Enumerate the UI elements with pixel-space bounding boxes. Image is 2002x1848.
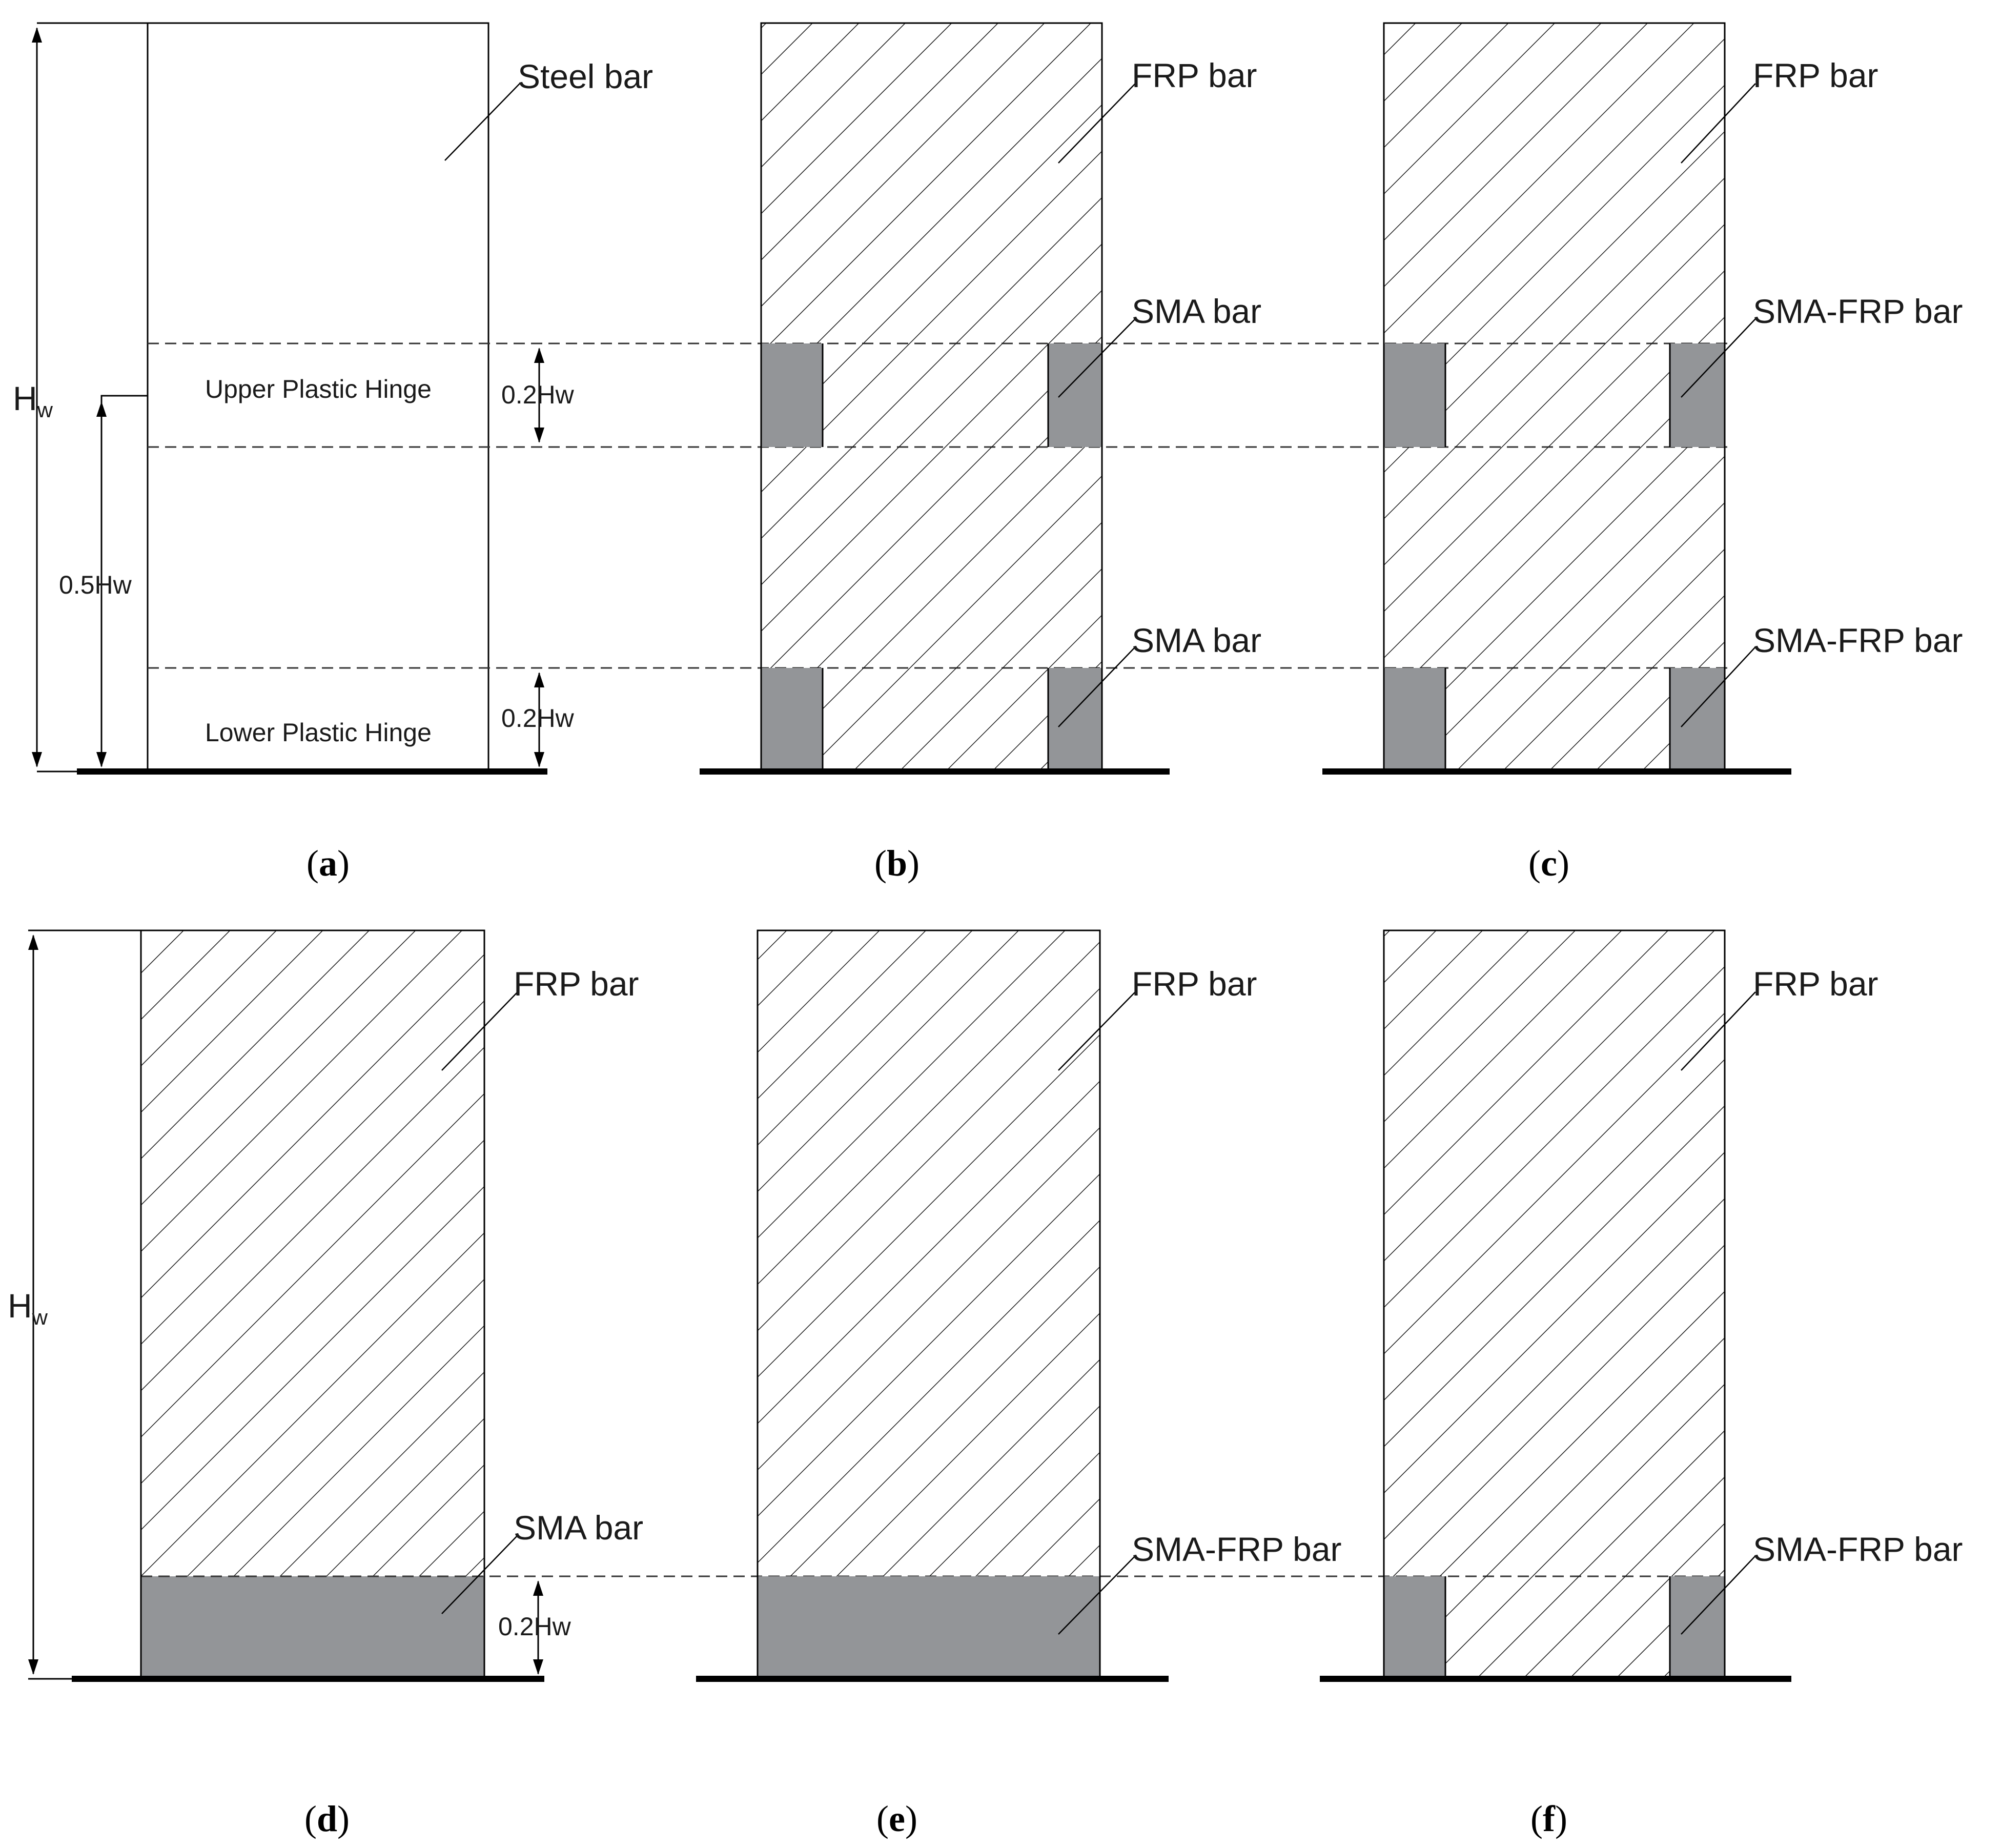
frp-label-b: FRP bar — [1132, 56, 1257, 94]
half-height-leader — [100, 395, 148, 402]
panel-c: FRP bar SMA-FRP bar SMA-FRP bar (c) — [1322, 22, 1963, 884]
sma-lower-right-b — [1048, 668, 1102, 771]
frp-leader-d — [441, 991, 518, 1071]
frp-wall-body-d — [141, 930, 484, 1679]
sma-base-d — [141, 1576, 484, 1679]
panel-e: FRP bar SMA-FRP bar (e) — [696, 929, 1342, 1839]
upper-hinge-label: Upper Plastic Hinge — [205, 375, 432, 403]
smafrp-label-f: SMA-FRP bar — [1753, 1530, 1963, 1568]
frp-leader-b — [1058, 83, 1136, 164]
smafrp-lower-right-c — [1670, 668, 1725, 771]
smafrp-upper-left-c — [1384, 343, 1445, 447]
steel-bar-label: Steel bar — [518, 57, 653, 95]
smafrp-upper-right-c — [1670, 343, 1725, 447]
smafrp-upper-leader-c — [1681, 318, 1756, 398]
hinge-dim-label-d: 0.2Hw — [498, 1612, 571, 1641]
smafrp-label-e: SMA-FRP bar — [1132, 1530, 1342, 1568]
frp-wall-body-e — [758, 930, 1100, 1679]
lower-hinge-dim-label: 0.2Hw — [501, 704, 575, 733]
height-label-a: Hw — [13, 379, 53, 422]
smafrp-lower-leader-c — [1681, 646, 1756, 727]
caption-d: (d) — [304, 1798, 350, 1839]
sma-upper-right-b — [1048, 343, 1102, 447]
frp-leader-c — [1681, 83, 1756, 164]
frp-leader-f — [1681, 991, 1756, 1071]
caption-f: (f) — [1530, 1798, 1567, 1839]
steel-leader — [444, 83, 521, 161]
smafrp-upper-label-c: SMA-FRP bar — [1753, 292, 1963, 330]
height-label-d: Hw — [8, 1287, 48, 1329]
frp-leader-e — [1058, 991, 1136, 1071]
lower-hinge-label: Lower Plastic Hinge — [205, 718, 432, 747]
sma-label-d: SMA bar — [514, 1509, 643, 1547]
caption-e: (e) — [876, 1798, 917, 1839]
upper-hinge-dim-label: 0.2Hw — [501, 380, 575, 409]
sma-upper-left-b — [761, 343, 823, 447]
caption-c: (c) — [1528, 843, 1569, 884]
smafrp-lower-label-c: SMA-FRP bar — [1753, 621, 1963, 659]
frp-label-c: FRP bar — [1753, 56, 1878, 94]
sma-leader-d — [441, 1535, 518, 1614]
sma-lower-label-b: SMA bar — [1132, 621, 1261, 659]
panel-f: FRP bar SMA-FRP bar (f) — [1320, 929, 1963, 1839]
sma-upper-leader-b — [1058, 318, 1136, 398]
smafrp-left-f — [1384, 1576, 1445, 1679]
panel-a: Hw 0.5Hw 0.2Hw 0.2Hw Upper Plastic Hinge… — [13, 22, 1727, 884]
frp-label-e: FRP bar — [1132, 965, 1257, 1003]
frp-wall-body-f — [1384, 930, 1725, 1679]
smafrp-right-f — [1670, 1576, 1725, 1679]
sma-lower-left-b — [761, 668, 823, 771]
smafrp-lower-left-c — [1384, 668, 1445, 771]
sma-upper-label-b: SMA bar — [1132, 292, 1261, 330]
sma-lower-leader-b — [1058, 646, 1136, 727]
smafrp-leader-e — [1058, 1555, 1136, 1635]
panel-b: FRP bar SMA bar SMA bar (b) — [700, 22, 1261, 884]
frp-label-d: FRP bar — [514, 965, 639, 1003]
caption-b: (b) — [874, 843, 920, 884]
smafrp-leader-f — [1681, 1555, 1756, 1635]
half-height-label: 0.5Hw — [59, 571, 132, 599]
caption-a: (a) — [307, 843, 350, 884]
frp-label-f: FRP bar — [1753, 965, 1878, 1003]
smafrp-base-e — [758, 1576, 1100, 1679]
